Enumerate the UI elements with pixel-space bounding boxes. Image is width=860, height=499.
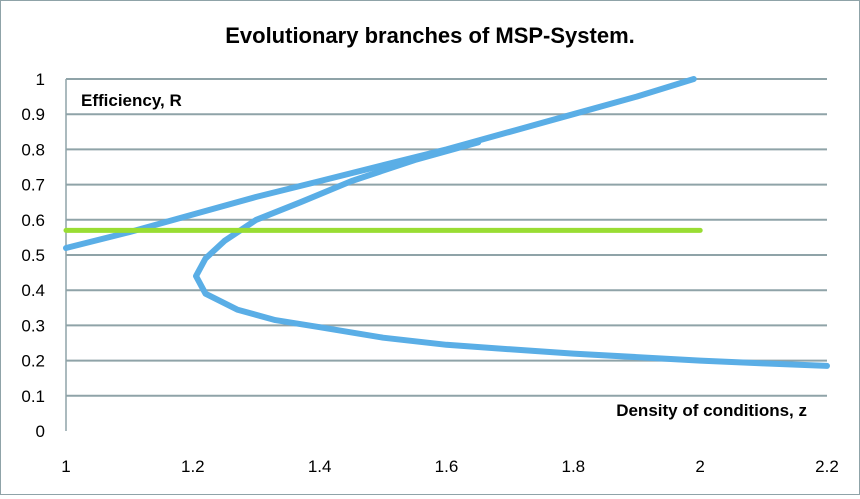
y-tick-label: 1 — [36, 70, 45, 89]
x-tick-label: 1.4 — [308, 457, 332, 476]
y-axis-label: Efficiency, R — [81, 91, 182, 110]
x-tick-label: 2 — [695, 457, 704, 476]
x-tick-label: 2.2 — [815, 457, 839, 476]
y-ticks: 0 0.1 0.2 0.3 0.4 0.5 0.6 0.7 0.8 0.9 1 — [21, 70, 45, 441]
series-group — [63, 76, 830, 369]
y-tick-label: 0.8 — [21, 140, 45, 159]
x-tick-label: 1.2 — [181, 457, 205, 476]
y-tick-label: 0.6 — [21, 211, 45, 230]
chart-title: Evolutionary branches of MSP-System. — [225, 23, 635, 48]
y-tick-label: 0.7 — [21, 176, 45, 195]
y-tick-label: 0.5 — [21, 246, 45, 265]
x-tick-label: 1.8 — [562, 457, 586, 476]
x-tick-label: 1 — [61, 457, 70, 476]
x-axis-label: Density of conditions, z — [616, 401, 807, 420]
y-tick-label: 0 — [36, 422, 45, 441]
grid — [65, 78, 827, 431]
x-tick-label: 1.6 — [435, 457, 459, 476]
lower-branch-line — [193, 139, 830, 369]
y-tick-label: 0.4 — [21, 281, 45, 300]
y-tick-label: 0.9 — [21, 105, 45, 124]
upper-branch-line — [63, 76, 697, 251]
y-tick-label: 0.3 — [21, 316, 45, 335]
y-tick-label: 0.2 — [21, 352, 45, 371]
y-tick-label: 0.1 — [21, 387, 45, 406]
x-ticks: 1 1.2 1.4 1.6 1.8 2 2.2 — [61, 457, 839, 476]
